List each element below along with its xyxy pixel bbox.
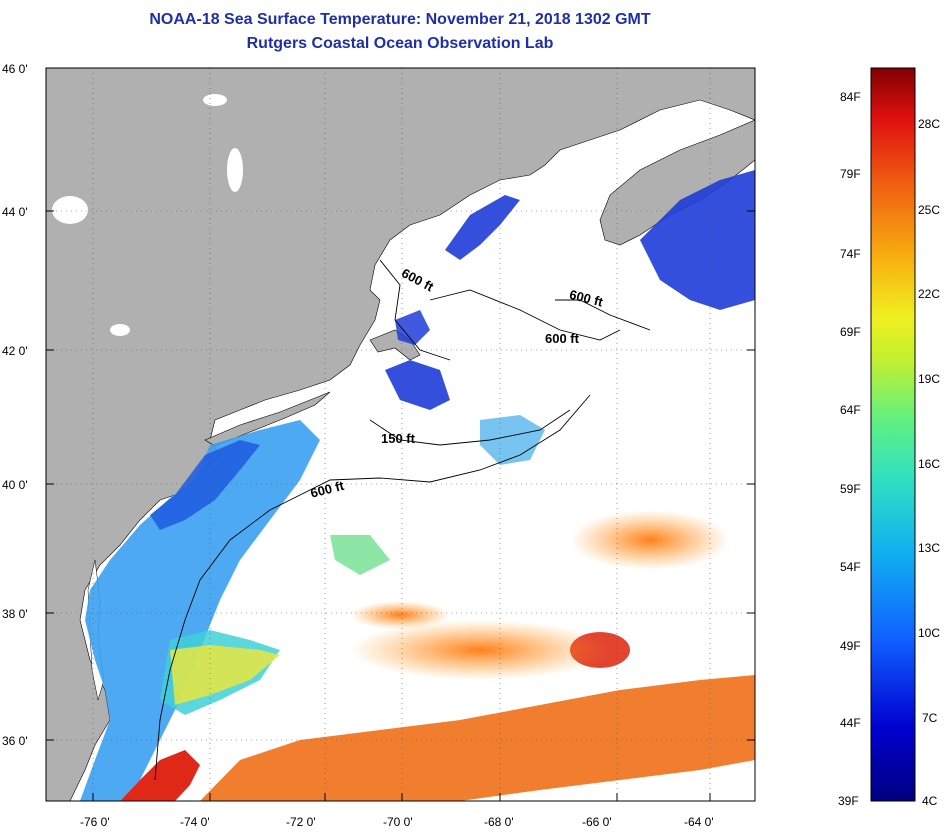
sst-hatteras-red bbox=[120, 750, 200, 801]
colorbar-f-label: 84F bbox=[840, 90, 861, 104]
colorbar-c-label: 4C bbox=[922, 794, 938, 808]
lon-label: -64 0' bbox=[684, 815, 714, 829]
graticule bbox=[46, 68, 755, 801]
lat-label: 46 0' bbox=[2, 62, 28, 76]
sst-coastal-cold bbox=[80, 420, 320, 801]
sst-shelf-yellow bbox=[170, 645, 280, 705]
land-mass-us bbox=[46, 68, 755, 801]
lon-label: -68 0' bbox=[484, 815, 514, 829]
lon-label: -72 0' bbox=[286, 815, 316, 829]
colorbar-c-label: 22C bbox=[918, 287, 941, 301]
sst-georges-bank bbox=[480, 415, 545, 465]
map-subtitle: Rutgers Coastal Ocean Observation Lab bbox=[246, 35, 554, 52]
lake bbox=[227, 148, 243, 192]
contour-label-600: 600 ft bbox=[545, 331, 580, 346]
colorbar-f-label: 49F bbox=[840, 639, 861, 653]
colorbar-f-label: 54F bbox=[840, 560, 861, 574]
colorbar-f-label: 59F bbox=[840, 482, 861, 496]
lon-label: -76 0' bbox=[80, 815, 110, 829]
colorbar-f-label: 74F bbox=[840, 247, 861, 261]
lon-label: -74 0' bbox=[180, 815, 210, 829]
colorbar-c-label: 7C bbox=[922, 711, 938, 725]
lon-label: -66 0' bbox=[582, 815, 612, 829]
colorbar-c-label: 28C bbox=[918, 117, 941, 131]
lat-label: 36 0' bbox=[2, 734, 28, 748]
sst-coastal-blue bbox=[150, 440, 260, 530]
colorbar-f-label: 69F bbox=[840, 325, 861, 339]
colorbar-c-label: 10C bbox=[918, 626, 941, 640]
axis-ticks bbox=[46, 210, 755, 801]
lat-label: 44 0' bbox=[2, 205, 28, 219]
lake bbox=[203, 94, 227, 106]
contour-label-150: 150 ft bbox=[381, 431, 416, 446]
sst-warm-patch bbox=[350, 620, 610, 680]
colorbar-f-label: 64F bbox=[840, 403, 861, 417]
sst-gulf-stream bbox=[200, 675, 755, 801]
colorbar-c-label: 25C bbox=[918, 203, 941, 217]
lake bbox=[110, 324, 130, 336]
sst-warm-patch bbox=[350, 601, 450, 629]
colorbar-c-label: 13C bbox=[918, 541, 941, 555]
isobath-contours bbox=[154, 259, 651, 781]
colorbar-c-label: 19C bbox=[918, 372, 941, 386]
sst-warm-patch bbox=[570, 510, 730, 570]
sst-scotian-shelf bbox=[640, 170, 755, 310]
colorbar bbox=[870, 67, 916, 802]
lat-label: 38 0' bbox=[2, 607, 28, 621]
map-title: NOAA-18 Sea Surface Temperature: Novembe… bbox=[149, 11, 651, 28]
sst-cape-cod-bay bbox=[385, 360, 450, 410]
colorbar-f-label: 39F bbox=[838, 794, 859, 808]
lat-label: 42 0' bbox=[2, 344, 28, 358]
colorbar-c-label: 16C bbox=[918, 457, 941, 471]
lon-label: -70 0' bbox=[383, 815, 413, 829]
lat-label: 40 0' bbox=[2, 478, 28, 492]
colorbar-f-label: 44F bbox=[840, 716, 861, 730]
sst-massachusetts-bay bbox=[395, 310, 430, 345]
colorbar-f-label: 79F bbox=[840, 167, 861, 181]
lake bbox=[52, 196, 88, 224]
sst-green-patch bbox=[330, 535, 390, 575]
